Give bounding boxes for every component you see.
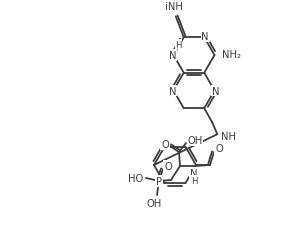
Text: P: P [156, 176, 162, 186]
Text: NH: NH [221, 132, 236, 142]
Text: iNH: iNH [165, 2, 183, 12]
Text: N: N [169, 86, 176, 96]
Text: H: H [191, 176, 197, 185]
Text: N: N [190, 168, 198, 178]
Text: OH: OH [146, 198, 162, 208]
Text: HO: HO [128, 173, 144, 183]
Text: O: O [215, 143, 223, 153]
Text: OH: OH [187, 136, 202, 145]
FancyBboxPatch shape [161, 0, 191, 15]
Text: N: N [202, 32, 209, 42]
Text: N: N [169, 51, 176, 61]
Text: iNH: iNH [165, 3, 183, 13]
Text: N: N [212, 86, 219, 96]
Text: O: O [164, 161, 172, 171]
Text: O: O [161, 139, 169, 149]
Text: H: H [175, 40, 182, 49]
Text: NH₂: NH₂ [222, 50, 241, 60]
